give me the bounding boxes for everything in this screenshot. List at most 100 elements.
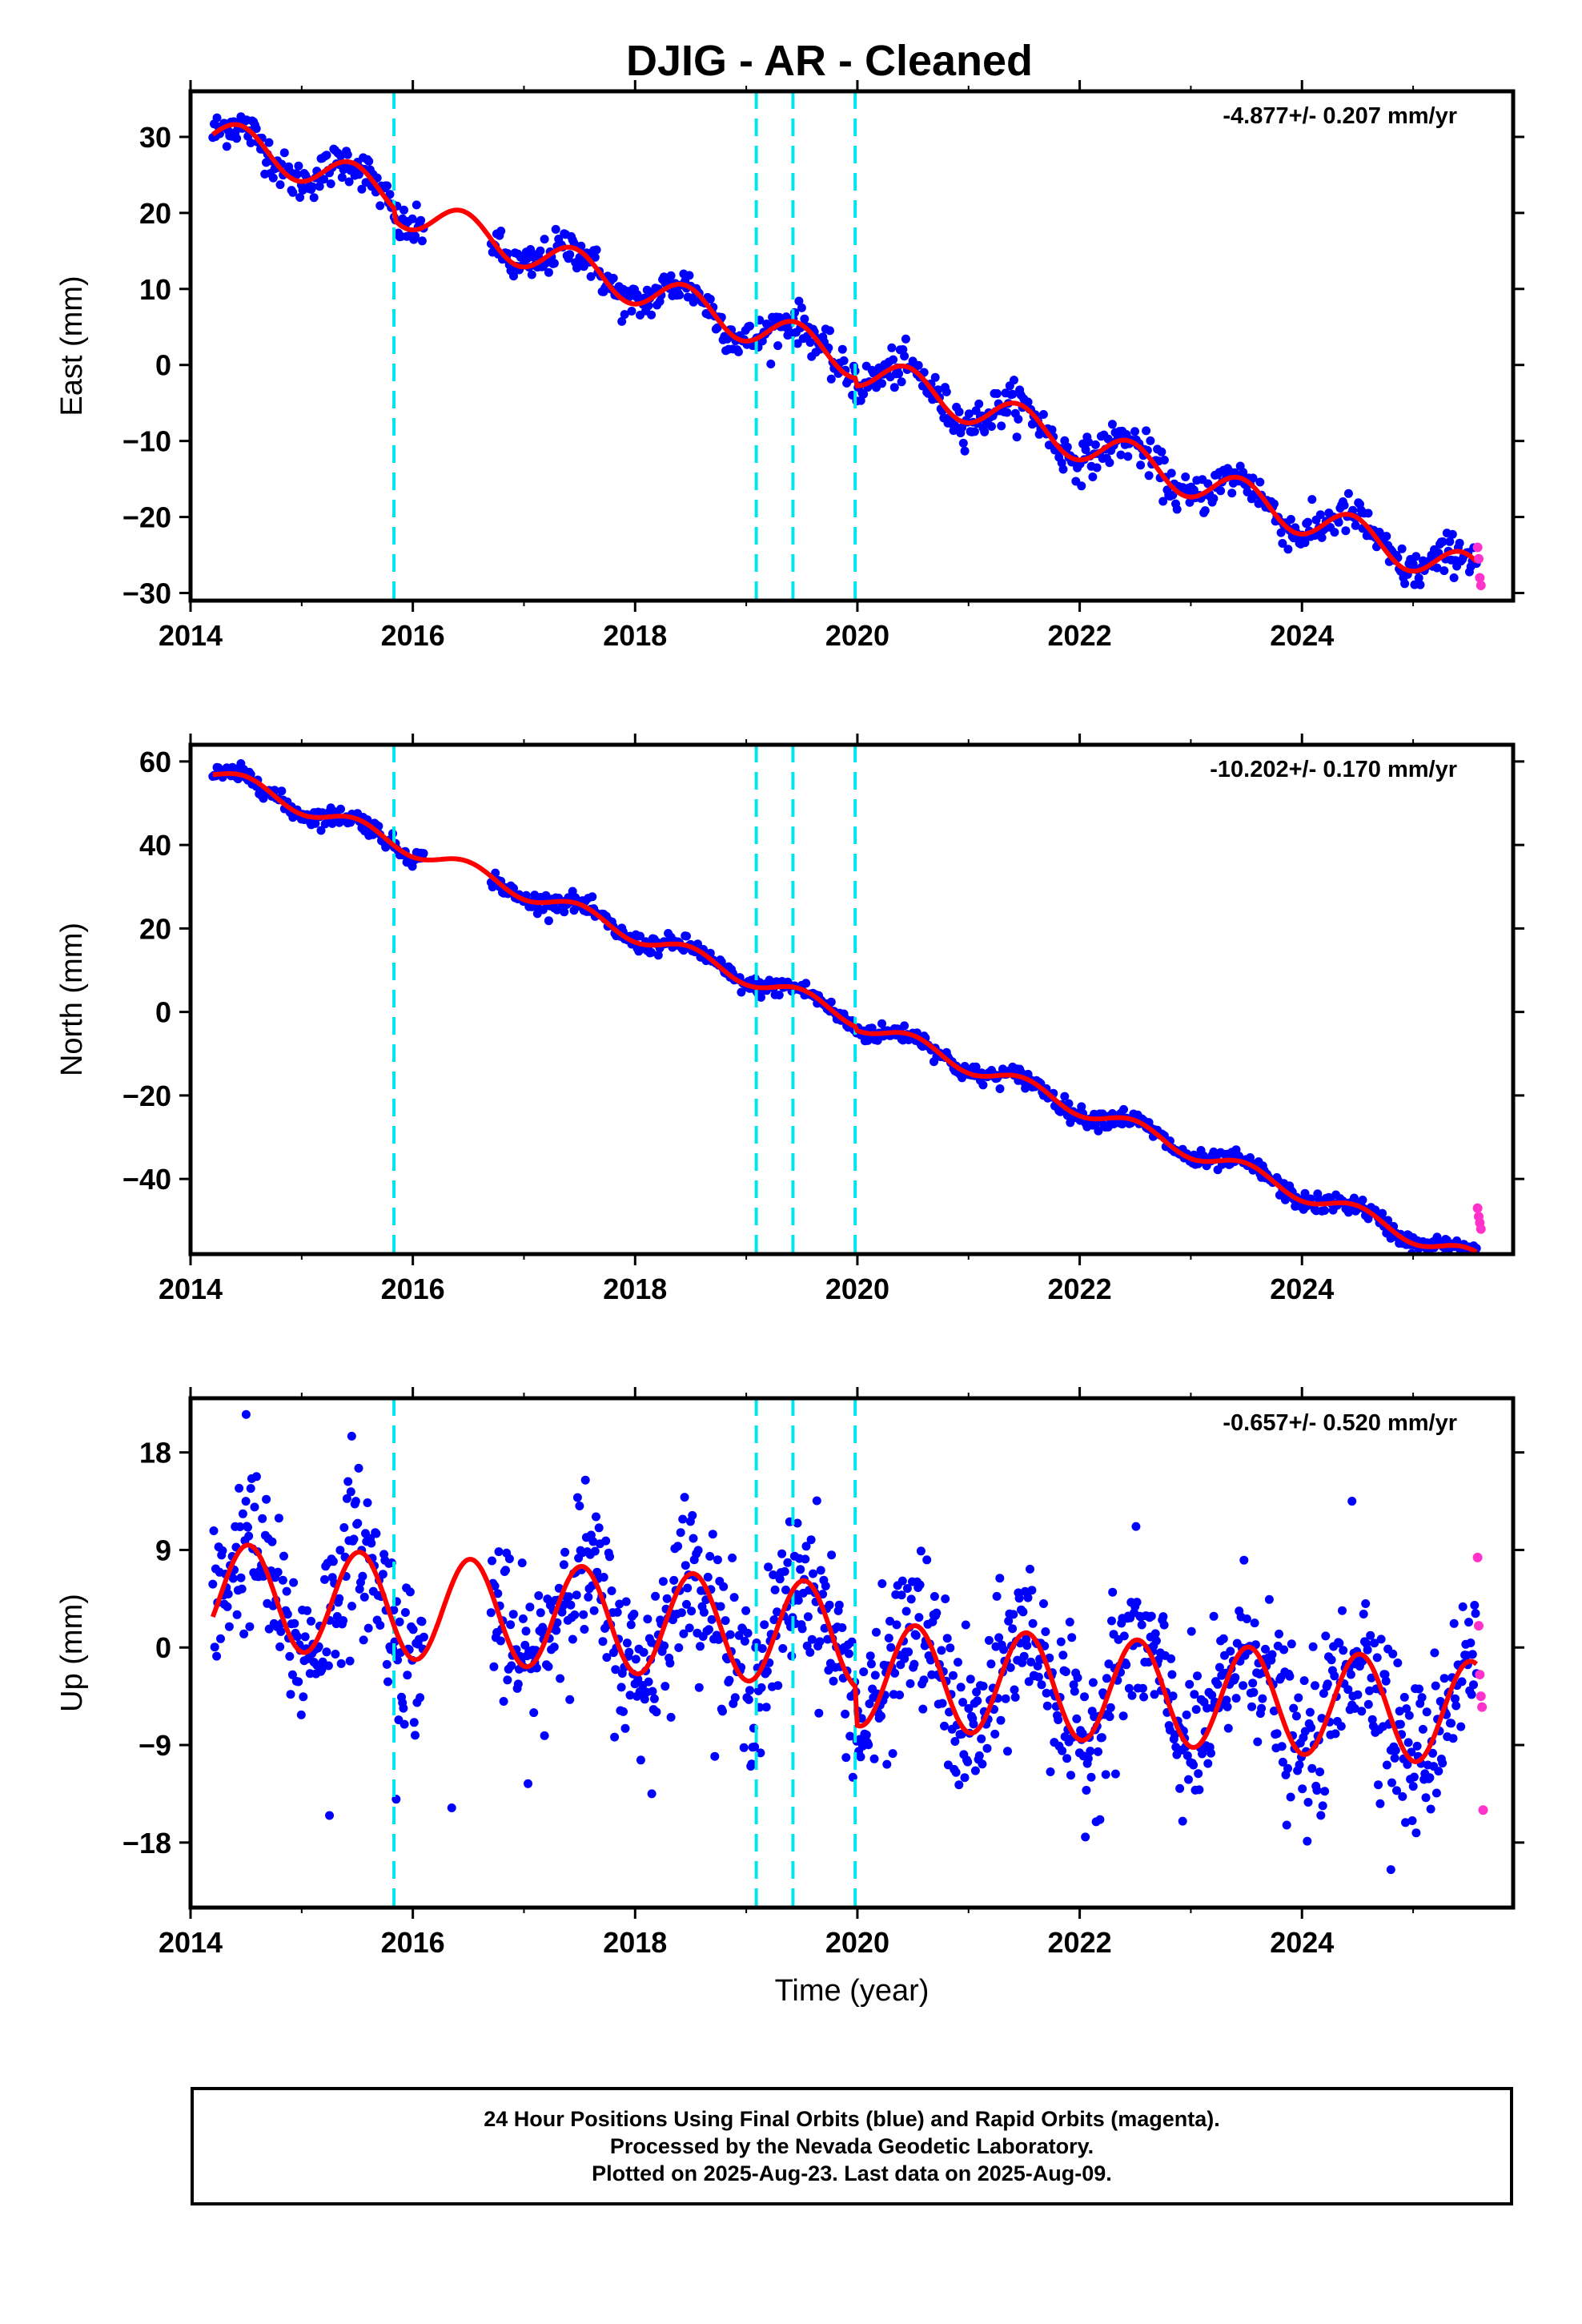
final-orbit-point <box>1445 537 1455 546</box>
final-orbit-point <box>1414 573 1423 583</box>
final-orbit-point <box>1239 468 1248 477</box>
final-orbit-point <box>743 1628 753 1638</box>
final-orbit-point <box>964 1703 974 1713</box>
final-orbit-point <box>773 341 783 351</box>
final-orbit-point <box>279 148 289 158</box>
final-orbit-point <box>841 1709 850 1719</box>
final-orbit-point <box>1412 1741 1422 1751</box>
final-orbit-point <box>1090 1120 1100 1129</box>
final-orbit-point <box>579 1610 588 1619</box>
final-orbit-point <box>1404 1711 1414 1720</box>
final-orbit-point <box>1411 1828 1421 1838</box>
final-orbit-point <box>244 1531 254 1541</box>
x-tick-label: 2014 <box>159 1926 223 1959</box>
final-orbit-point <box>1398 1791 1407 1801</box>
chart-title: DJIG - AR - Cleaned <box>626 37 1033 85</box>
final-orbit-point <box>1439 566 1449 576</box>
final-orbit-point <box>1150 1690 1159 1699</box>
final-orbit-point <box>885 1616 894 1626</box>
final-orbit-point <box>682 1599 691 1609</box>
x-tick-label: 2024 <box>1270 1926 1334 1959</box>
final-orbit-point <box>970 427 979 436</box>
final-orbit-point <box>1181 472 1191 481</box>
y-tick-label: 0 <box>155 349 171 382</box>
final-orbit-point <box>958 1698 968 1707</box>
final-orbit-point <box>999 1645 1009 1655</box>
final-orbit-point <box>707 1614 717 1624</box>
final-orbit-point <box>1299 1676 1309 1686</box>
final-orbit-point <box>1330 528 1339 537</box>
x-tick-label: 2018 <box>603 619 667 652</box>
final-orbit-point <box>1432 563 1442 573</box>
x-tick-label: 2016 <box>381 619 445 652</box>
final-orbit-point <box>1303 517 1312 527</box>
final-orbit-point <box>1178 1816 1187 1826</box>
final-orbit-point <box>627 307 636 316</box>
final-orbit-point <box>793 339 802 348</box>
panel-up: 2014 2016 2018 2020 2022 2024 18 9 0 −9 −18 Up (mm)… <box>55 1387 1524 2008</box>
x-tick-label: 2018 <box>603 1273 667 1305</box>
rate-annotation: -0.657+/- 0.520 mm/yr <box>1223 1410 1457 1436</box>
final-orbit-point <box>382 1659 391 1669</box>
final-orbit-point <box>1336 1722 1346 1731</box>
final-orbit-point <box>897 1590 906 1600</box>
x-tick-label: 2016 <box>381 1273 445 1305</box>
footer-line-3: Plotted on 2025-Aug-23. Last data on 202… <box>592 2161 1112 2185</box>
final-orbit-point <box>592 245 601 255</box>
final-orbit-point <box>1060 1092 1070 1101</box>
final-orbit-point <box>294 1677 303 1687</box>
final-orbit-point <box>1231 1673 1240 1683</box>
final-orbit-point <box>984 1635 994 1645</box>
final-orbit-point <box>1168 1691 1178 1701</box>
final-orbit-point <box>224 1622 234 1631</box>
final-orbit-point <box>940 1721 949 1731</box>
final-orbit-point <box>1215 1663 1224 1672</box>
final-orbit-point <box>793 1518 802 1528</box>
final-orbit-point <box>826 374 836 384</box>
final-orbit-point <box>403 1671 412 1680</box>
final-orbit-point <box>1351 521 1360 530</box>
final-orbit-point <box>1227 489 1237 498</box>
rapid-orbit-point <box>1477 1702 1488 1712</box>
final-orbit-point <box>1303 1836 1312 1846</box>
final-orbit-point <box>493 1589 503 1598</box>
final-orbit-point <box>359 1635 368 1645</box>
final-orbit-point <box>552 1626 561 1635</box>
final-orbit-point <box>1158 1612 1168 1622</box>
final-orbit-point <box>1150 1629 1160 1638</box>
final-orbit-point <box>887 343 897 352</box>
final-orbit-point <box>1315 510 1325 520</box>
final-orbit-point <box>932 1608 942 1618</box>
final-orbit-point <box>1426 1804 1435 1814</box>
final-orbit-point <box>1200 506 1210 516</box>
final-orbit-point <box>1425 1773 1435 1783</box>
final-orbit-point <box>703 1572 713 1582</box>
final-orbit-point <box>844 1649 853 1659</box>
final-orbit-point <box>1253 1737 1263 1747</box>
final-orbit-point <box>1044 440 1054 450</box>
final-orbit-point <box>568 1634 577 1644</box>
final-orbit-point <box>1058 1651 1068 1660</box>
plot-frame <box>188 89 1516 603</box>
final-orbit-point <box>963 1757 973 1767</box>
final-orbit-point <box>1431 1681 1440 1691</box>
final-orbit-point <box>774 991 784 999</box>
final-orbit-point <box>1077 1102 1086 1112</box>
final-orbit-point <box>1009 1610 1018 1619</box>
footer-box: 24 Hour Positions Using Final Orbits (bl… <box>191 2087 1513 2205</box>
final-orbit-point <box>383 181 391 191</box>
final-orbit-point <box>710 1751 720 1761</box>
final-orbit-point <box>408 1625 418 1634</box>
final-orbit-point <box>592 1567 602 1577</box>
final-orbit-point <box>888 1749 897 1759</box>
final-orbit-point <box>960 446 970 456</box>
final-orbit-point <box>1387 1778 1396 1787</box>
final-orbit-point <box>625 1691 635 1700</box>
final-orbit-point <box>829 1676 838 1686</box>
final-orbit-point <box>904 1647 913 1657</box>
x-tick-label: 2014 <box>159 619 223 652</box>
final-orbit-point <box>417 1617 427 1626</box>
model-curve <box>211 122 1479 574</box>
final-orbit-point <box>677 1608 686 1618</box>
final-orbit-point <box>728 1553 737 1562</box>
